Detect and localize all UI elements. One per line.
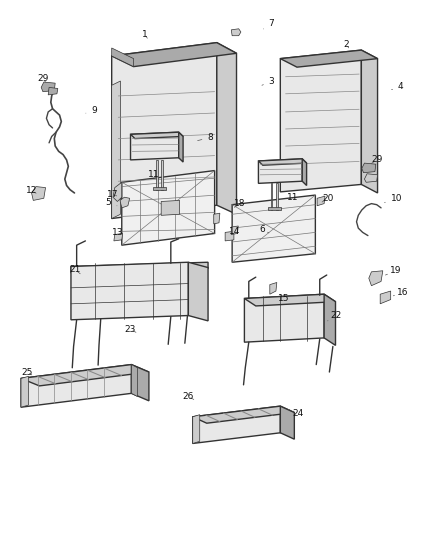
- Text: 20: 20: [322, 194, 333, 203]
- Text: 17: 17: [107, 190, 119, 198]
- Polygon shape: [232, 195, 315, 262]
- Polygon shape: [258, 159, 307, 165]
- Polygon shape: [244, 294, 324, 342]
- Text: 19: 19: [385, 266, 402, 275]
- Text: 24: 24: [288, 409, 304, 418]
- Polygon shape: [120, 197, 130, 208]
- Polygon shape: [324, 294, 336, 345]
- Text: 8: 8: [198, 133, 213, 142]
- Text: 3: 3: [262, 77, 275, 85]
- Text: 12: 12: [26, 187, 37, 195]
- Text: 9: 9: [86, 106, 97, 115]
- Text: 5: 5: [106, 198, 117, 207]
- Polygon shape: [21, 365, 131, 407]
- Text: 23: 23: [125, 325, 136, 334]
- Text: 18: 18: [234, 199, 246, 208]
- Text: 15: 15: [278, 294, 290, 303]
- Polygon shape: [276, 183, 278, 210]
- Polygon shape: [21, 376, 28, 407]
- Polygon shape: [161, 200, 180, 215]
- Text: 16: 16: [393, 288, 409, 296]
- Polygon shape: [268, 207, 281, 210]
- Polygon shape: [217, 43, 237, 214]
- Polygon shape: [122, 171, 215, 245]
- Polygon shape: [193, 406, 280, 443]
- Polygon shape: [21, 365, 149, 386]
- Polygon shape: [114, 233, 123, 241]
- Text: 11: 11: [148, 171, 159, 179]
- Text: 22: 22: [328, 311, 342, 321]
- Text: 29: 29: [37, 75, 49, 83]
- Polygon shape: [131, 365, 149, 401]
- Polygon shape: [188, 262, 208, 321]
- Polygon shape: [361, 50, 378, 193]
- Polygon shape: [270, 282, 277, 294]
- Polygon shape: [302, 159, 307, 185]
- Polygon shape: [369, 271, 383, 286]
- Text: 13: 13: [112, 228, 123, 237]
- Polygon shape: [258, 159, 302, 183]
- Polygon shape: [231, 29, 241, 36]
- Polygon shape: [317, 196, 325, 206]
- Polygon shape: [364, 174, 378, 182]
- Text: 25: 25: [21, 368, 33, 376]
- Polygon shape: [271, 183, 272, 210]
- Text: 2: 2: [343, 40, 349, 49]
- Polygon shape: [214, 213, 220, 224]
- Text: 1: 1: [141, 30, 148, 38]
- Polygon shape: [280, 50, 361, 192]
- Polygon shape: [280, 406, 294, 439]
- Polygon shape: [71, 262, 208, 273]
- Polygon shape: [231, 226, 238, 235]
- Polygon shape: [113, 182, 122, 201]
- Polygon shape: [179, 132, 183, 162]
- Polygon shape: [380, 291, 391, 304]
- Polygon shape: [71, 262, 188, 320]
- Polygon shape: [131, 365, 138, 397]
- Polygon shape: [244, 294, 336, 306]
- Text: 29: 29: [371, 156, 382, 164]
- Polygon shape: [156, 160, 158, 190]
- Polygon shape: [193, 415, 200, 443]
- Text: 6: 6: [259, 225, 269, 233]
- Polygon shape: [32, 187, 46, 200]
- Text: 11: 11: [287, 193, 298, 201]
- Polygon shape: [41, 82, 55, 92]
- Polygon shape: [131, 132, 179, 160]
- Polygon shape: [112, 48, 134, 67]
- Polygon shape: [153, 187, 166, 190]
- Text: 4: 4: [392, 82, 403, 91]
- Polygon shape: [161, 160, 163, 190]
- Polygon shape: [362, 163, 376, 173]
- Text: 26: 26: [183, 392, 194, 401]
- Polygon shape: [112, 43, 217, 219]
- Polygon shape: [112, 43, 237, 67]
- Polygon shape: [48, 87, 58, 95]
- Text: 14: 14: [229, 227, 240, 236]
- Text: 7: 7: [263, 20, 275, 29]
- Text: 10: 10: [385, 194, 402, 203]
- Polygon shape: [280, 50, 378, 67]
- Text: 21: 21: [70, 265, 81, 274]
- Polygon shape: [131, 132, 183, 139]
- Polygon shape: [225, 231, 234, 241]
- Polygon shape: [112, 81, 120, 219]
- Polygon shape: [193, 406, 294, 423]
